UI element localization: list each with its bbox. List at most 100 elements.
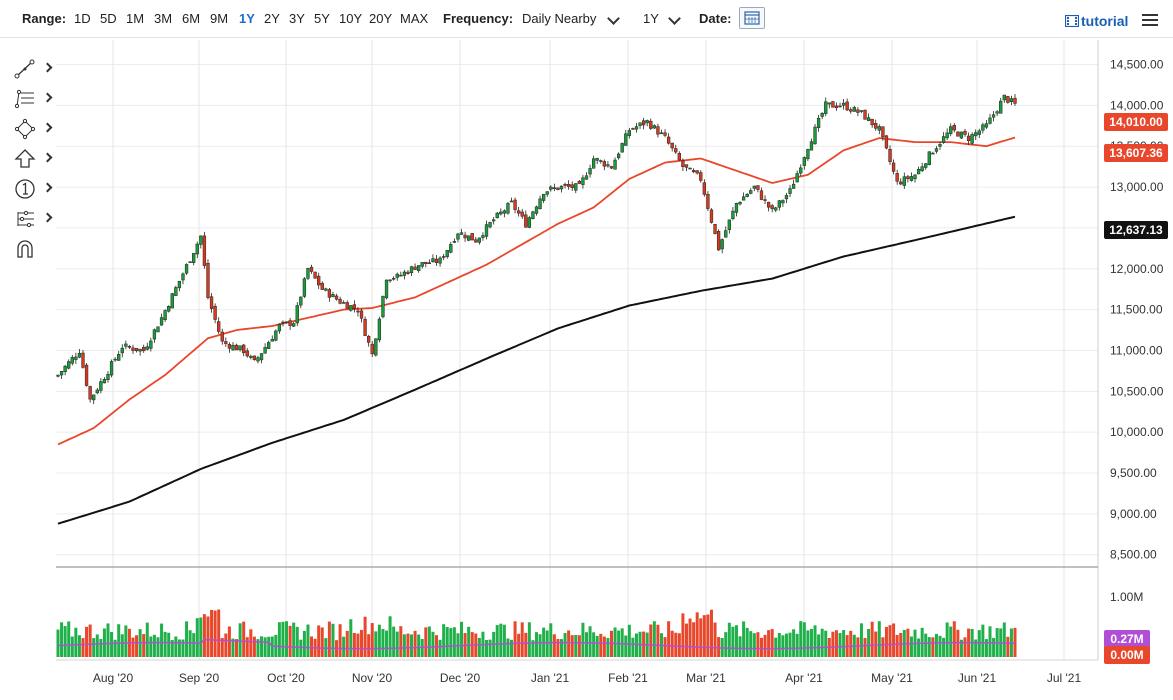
candle-body (827, 102, 831, 105)
annotation-tool-button[interactable] (14, 178, 53, 200)
candle-body (859, 110, 864, 112)
range-max[interactable]: MAX (400, 11, 429, 26)
range-5d[interactable]: 5D (100, 11, 117, 26)
calendar-button[interactable] (739, 7, 765, 29)
candle-body (974, 132, 978, 137)
candle-body (674, 148, 678, 153)
candle-body (459, 232, 464, 235)
candle-body (445, 250, 449, 257)
candle-body (77, 353, 82, 358)
magnet-button[interactable] (14, 238, 50, 260)
range-2y[interactable]: 2Y (264, 11, 280, 26)
candle-body (209, 296, 214, 309)
candle-body (527, 217, 532, 228)
volume-bar (395, 631, 399, 657)
price-tick-label: 10,000.00 (1110, 425, 1164, 439)
volume-bar (299, 639, 303, 657)
candle-body (652, 125, 656, 129)
volume-bar (934, 633, 938, 657)
volume-average-label: 0.27M (1110, 632, 1144, 646)
range-6m[interactable]: 6M (182, 11, 201, 26)
candle-body (895, 173, 899, 182)
period-select[interactable]: 1Y (643, 11, 659, 26)
pattern-tool-button[interactable] (14, 208, 53, 230)
candle-body (184, 264, 189, 274)
candle-body (666, 136, 671, 144)
range-20y[interactable]: 20Y (369, 11, 393, 26)
candle-body (345, 302, 349, 309)
candle-body (477, 237, 482, 243)
volume-bar (909, 636, 913, 657)
volume-bar (235, 639, 239, 657)
volume-bar (181, 639, 185, 657)
volume-bar (88, 624, 92, 657)
range-5y[interactable]: 5Y (314, 11, 330, 26)
candle-body (570, 184, 574, 189)
candle-body (113, 358, 117, 361)
candle-body (716, 231, 721, 251)
frequency-select[interactable]: Daily Nearby (522, 11, 597, 26)
volume-bar (577, 635, 581, 657)
volume-bar (892, 623, 896, 657)
candle-body (781, 200, 785, 204)
volume-bar (60, 622, 64, 657)
candle-body (709, 209, 714, 223)
volume-bar (160, 623, 164, 657)
volume-bar (142, 634, 146, 657)
candle-body (381, 295, 385, 318)
candle-body (549, 186, 553, 190)
volume-bar (210, 609, 214, 657)
range-1d[interactable]: 1D (74, 11, 91, 26)
volume-bar (217, 609, 221, 657)
fib-tool-button[interactable] (14, 88, 53, 110)
menu-icon[interactable] (1142, 14, 1158, 26)
volume-last-label: 0.00M (1110, 648, 1144, 662)
range-1m[interactable]: 1M (126, 11, 145, 26)
candlesticks (56, 94, 1017, 405)
candle-body (220, 331, 224, 342)
tutorial-link[interactable]: tutorial (1081, 13, 1129, 29)
range-1y[interactable]: 1Y (239, 11, 255, 26)
candle-body (574, 183, 578, 191)
candle-body (941, 136, 946, 143)
candle-body (741, 196, 746, 201)
candle-body (181, 273, 185, 281)
volume-bar (524, 632, 528, 657)
volume-bar (899, 632, 903, 657)
volume-bar (820, 628, 824, 657)
volume-bar (295, 626, 299, 657)
candle-body (92, 394, 96, 401)
candle-body (81, 352, 85, 368)
candle-body (424, 261, 428, 264)
candle-body (634, 126, 639, 130)
line-tool-button[interactable] (14, 58, 53, 80)
candle-body (609, 166, 614, 169)
volume-bar (374, 631, 378, 657)
candle-body (824, 101, 828, 114)
volume-bar (588, 626, 592, 657)
volume-bar (156, 637, 160, 657)
candle-body (206, 263, 210, 298)
range-3m[interactable]: 3M (154, 11, 173, 26)
candle-body (506, 203, 510, 214)
candle-body (117, 354, 121, 361)
volume-bar (592, 632, 596, 657)
shape-tool-button[interactable] (14, 118, 53, 140)
range-10y[interactable]: 10Y (339, 11, 363, 26)
volume-bar (506, 638, 510, 657)
range-9m[interactable]: 9M (210, 11, 229, 26)
volume-bar (74, 627, 78, 657)
volume-bar (406, 633, 410, 657)
arrow-tool-button[interactable] (14, 148, 53, 170)
volume-bar (552, 634, 556, 657)
candle-body (284, 321, 289, 323)
range-3y[interactable]: 3Y (289, 11, 305, 26)
candle-body (920, 166, 924, 172)
volume-bar (963, 637, 967, 657)
volume-bar (170, 640, 174, 657)
candle-body (613, 159, 617, 170)
volume-bar (342, 636, 346, 657)
ma200-price-tag: 12,637.13 (1104, 221, 1168, 239)
candle-body (602, 161, 606, 167)
